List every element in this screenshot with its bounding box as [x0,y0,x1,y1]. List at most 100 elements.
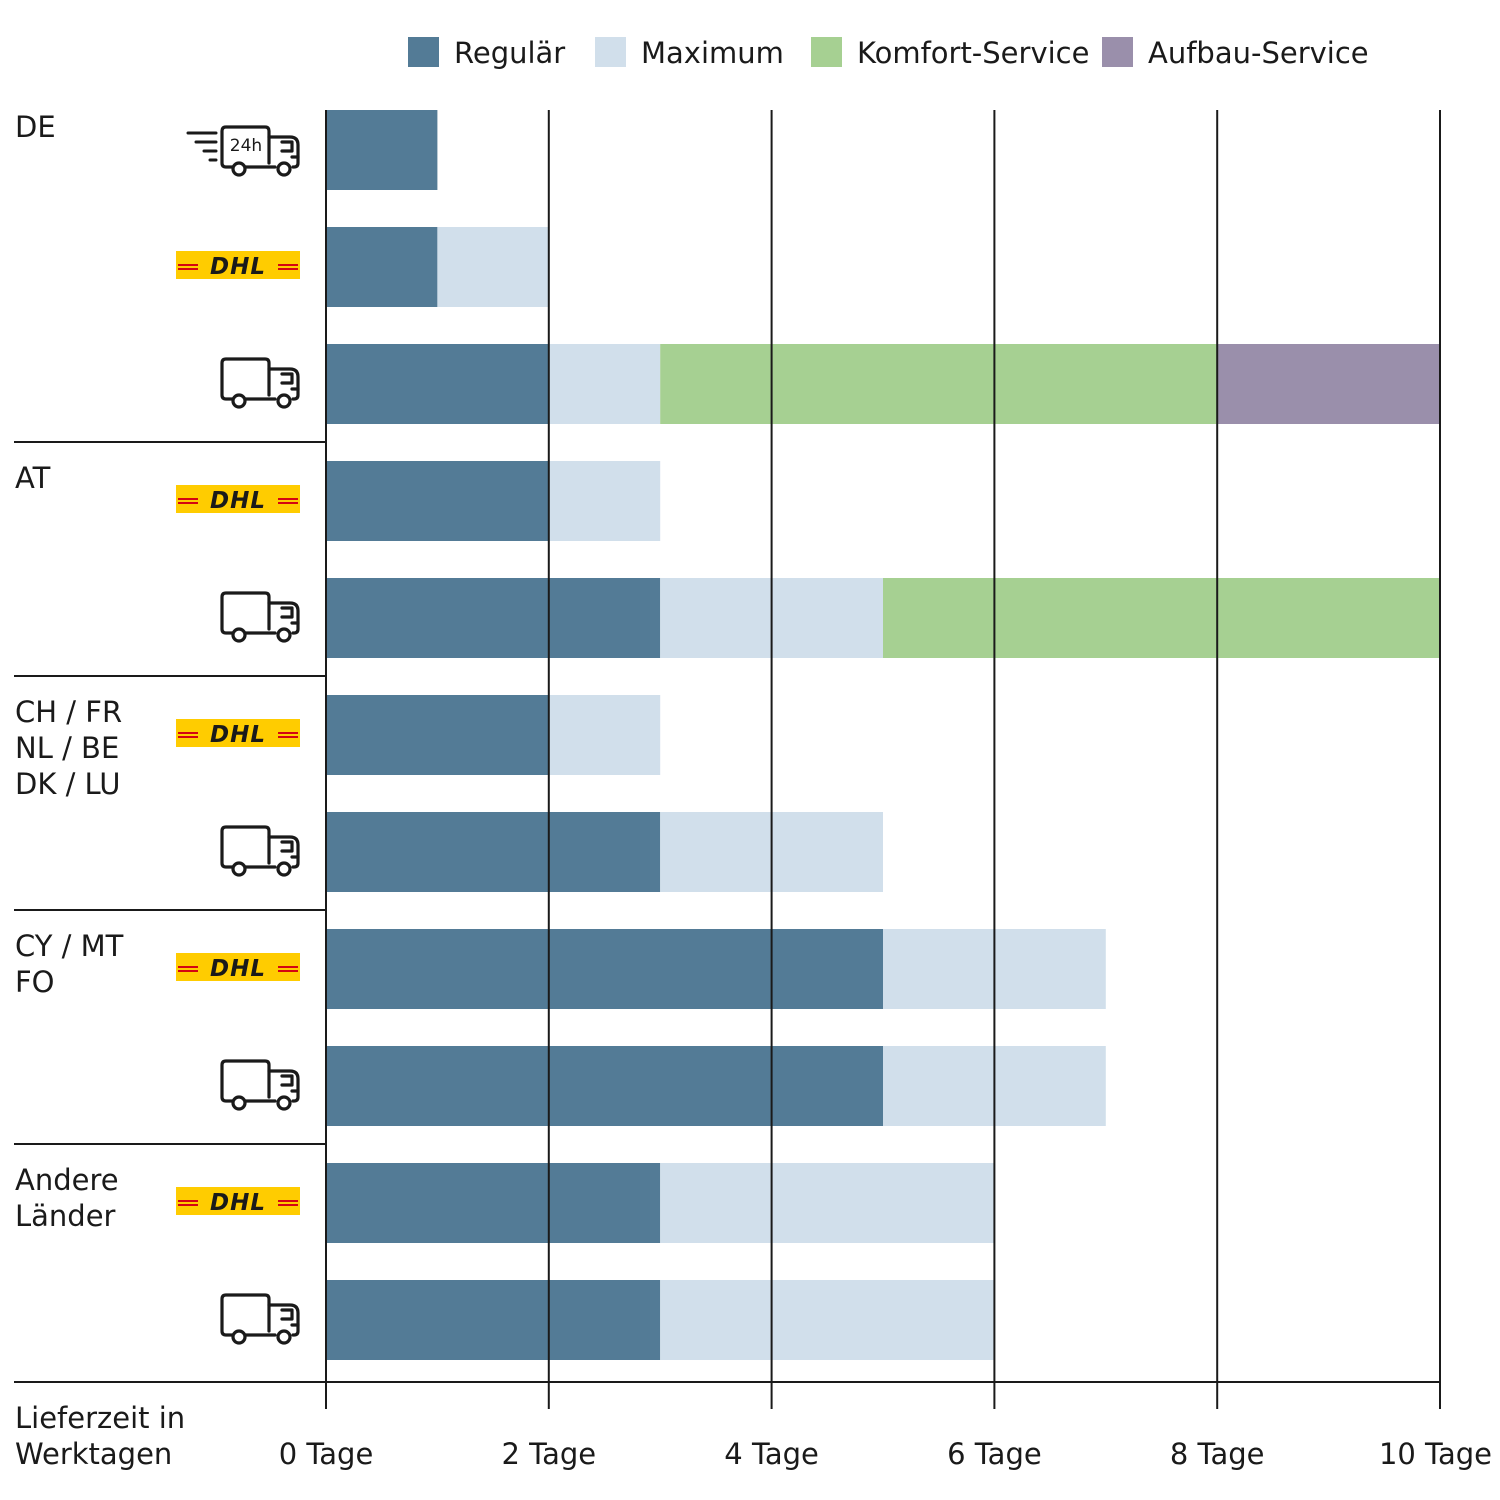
bar-segment-regulaer [326,110,438,190]
truck-window [280,1074,294,1087]
dhl-logo-stripe [278,732,298,734]
truck-wheel [231,161,247,177]
delivery-truck-icon [220,1293,300,1345]
group-label: AT [15,461,51,495]
truck-cab [267,835,300,869]
truck-body [220,125,271,169]
truck-wheel [231,627,247,643]
truck-cab [267,367,300,401]
bar-segment-regulaer [326,227,438,307]
group-label: NL / BE [15,731,119,765]
bar-segment-regulaer [326,1046,883,1126]
dhl-logo-stripe [278,502,298,504]
x-tick-label: 0 Tage [279,1437,374,1471]
dhl-logo-stripe [278,966,298,968]
bar-segment-regulaer [326,695,549,775]
dhl-logo-icon: DHL [176,1187,300,1216]
truck-window [280,840,294,853]
group-label: Länder [15,1199,116,1233]
group-label: Andere [15,1163,119,1197]
delivery-truck-icon [220,591,300,643]
legend-label-aufbau: Aufbau-Service [1148,36,1369,70]
legend-item-aufbau: Aufbau-Service [1102,36,1369,70]
bar-segment-maximum [548,695,661,775]
truck-wheel [276,161,292,177]
truck-wheel [276,1095,292,1111]
delivery-truck-icon [220,1059,300,1111]
bar-segment-regulaer [326,344,549,424]
delivery-truck-icon [220,357,300,409]
bar-segment-komfort [883,578,1440,658]
bars [326,110,1440,1360]
group-label: DE [15,110,56,144]
truck-wheel [231,1095,247,1111]
x-tick-labels: 0 Tage 2 Tage 4 Tage 6 Tage 8 Tage 10 Tage [279,1437,1492,1471]
dhl-logo-stripe [278,970,298,972]
bar-segment-aufbau [1217,344,1440,424]
bar-segment-komfort [660,344,1218,424]
dhl-logo-stripe [178,268,198,270]
legend-swatch-komfort [811,37,842,67]
dhl-logo-stripe [178,970,198,972]
dhl-logo-stripe [178,264,198,266]
legend-item-maximum: Maximum [595,36,784,70]
dhl-logo-stripe [278,736,298,738]
legend-swatch-regulaer [408,37,439,67]
truck-icon [220,125,300,177]
legend-label-maximum: Maximum [641,36,784,70]
group-label: DK / LU [15,767,121,801]
legend-item-komfort: Komfort-Service [811,36,1089,70]
truck-wheel [231,1329,247,1345]
dhl-logo-stripe [278,498,298,500]
dhl-logo-icon: DHL [176,485,300,514]
truck-cab [267,1069,300,1103]
express-label: 24h [230,136,262,156]
bar-segment-regulaer [326,461,549,541]
dhl-logo-stripe [178,1204,198,1206]
truck-body [220,1059,271,1103]
x-tick-label: 2 Tage [501,1437,596,1471]
legend-swatch-maximum [595,37,626,67]
truck-wheel [231,861,247,877]
grid-lines [325,110,1441,1409]
bar-segment-regulaer [326,1163,661,1243]
bar-segment-maximum [437,227,549,307]
dhl-logo-stripe [178,732,198,734]
truck-cab [267,1303,300,1337]
truck-body [220,1293,271,1337]
dhl-logo-text: DHL [210,956,266,982]
x-tick-label: 4 Tage [724,1437,819,1471]
dhl-logo-text: DHL [210,254,266,280]
group-label: FO [15,965,55,999]
delivery-truck-icon [220,825,300,877]
legend-label-regulaer: Regulär [454,36,565,70]
legend-swatch-aufbau [1102,37,1133,67]
bar-segment-maximum [660,1163,995,1243]
truck-window [280,606,294,619]
legend-label-komfort: Komfort-Service [857,36,1089,70]
x-axis-title-line: Lieferzeit in [15,1401,185,1435]
truck-body [220,825,271,869]
x-tick-label: 8 Tage [1170,1437,1265,1471]
express-24h-truck-icon: 24h [186,125,300,177]
truck-wheel [276,627,292,643]
dhl-logo-icon: DHL [176,251,300,280]
group-label: CH / FR [15,695,122,729]
dhl-logo-stripe [278,1204,298,1206]
bar-segment-maximum [548,461,661,541]
truck-cab [267,135,300,169]
dhl-logo-stripe [278,268,298,270]
dhl-logo-icon: DHL [176,719,300,748]
legend-item-regulaer: Regulär [408,36,565,70]
bar-segment-maximum [548,344,661,424]
dhl-logo-stripe [178,966,198,968]
x-tick-label: 10 Tage [1379,1437,1492,1471]
bar-segment-regulaer [326,1280,661,1360]
bar-segment-regulaer [326,812,661,892]
dhl-logo-text: DHL [210,488,266,514]
truck-wheel [276,1329,292,1345]
